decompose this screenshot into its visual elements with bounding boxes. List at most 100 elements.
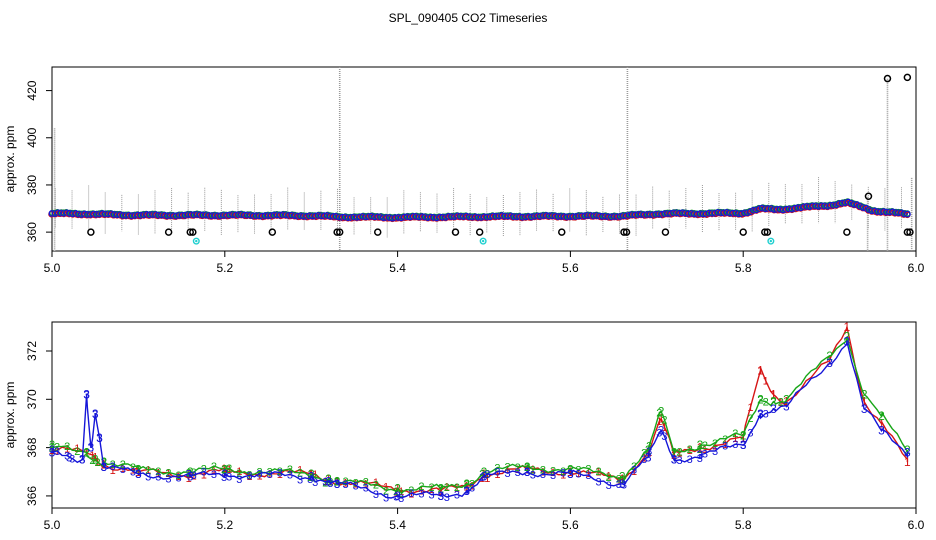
top-plot-frame: [51, 66, 917, 252]
bottom-x-tick-label: 6.0: [908, 518, 925, 532]
bottom-x-tick-label: 5.2: [216, 518, 233, 532]
marker-1: 1: [334, 476, 340, 488]
peak-marker-1: 1: [844, 320, 851, 334]
peak-marker-2: 2: [394, 482, 401, 496]
peak-marker-1: 1: [740, 431, 747, 445]
marker-3: 3: [575, 468, 581, 480]
marker-2: 2: [256, 466, 262, 478]
peak-marker-1: 1: [658, 412, 665, 426]
marker-1: 1: [616, 476, 622, 488]
marker-3: 3: [277, 468, 283, 480]
marker-1: 1: [191, 470, 197, 482]
marker-1: 1: [287, 466, 293, 478]
marker-3: 3: [504, 468, 510, 480]
peak-marker-3: 3: [437, 489, 444, 503]
marker-3: 3: [606, 480, 612, 492]
marker-3: 3: [135, 469, 141, 481]
marker-1: 1: [373, 477, 379, 489]
marker-3: 3: [494, 466, 500, 478]
peak-marker-3: 3: [308, 470, 315, 484]
peak-marker-3: 3: [88, 441, 95, 455]
marker-2: 2: [287, 464, 293, 476]
marker-2: 2: [747, 413, 753, 425]
marker-3: 3: [484, 469, 490, 481]
peak-marker-2: 2: [135, 462, 142, 476]
marker-3: 3: [130, 466, 136, 478]
peak-marker-2: 2: [619, 470, 626, 484]
marker-1: 1: [155, 467, 161, 479]
marker-2: 2: [677, 446, 683, 458]
marker-3: 3: [145, 471, 151, 483]
low-outlier-point: [739, 228, 747, 236]
marker-1: 1: [671, 450, 677, 462]
marker-3: 3: [186, 468, 192, 480]
marker-2: 2: [297, 468, 303, 480]
peak-marker-1: 1: [463, 479, 470, 493]
bottom-x-tick-label: 5.4: [389, 518, 406, 532]
low-outlier-point: [335, 228, 344, 236]
marker-3: 3: [763, 408, 769, 420]
marker-1: 1: [560, 470, 566, 482]
peak-marker-1: 1: [757, 363, 764, 377]
data-point-blue: [903, 210, 911, 218]
marker-1: 1: [567, 467, 573, 479]
marker-2: 2: [697, 444, 703, 456]
marker-1: 1: [89, 450, 95, 462]
peak-marker-2: 2: [325, 472, 332, 486]
marker-1: 1: [256, 470, 262, 482]
top-x-tick-label: 5.0: [44, 261, 61, 275]
marker-1: 1: [464, 481, 470, 493]
low-outlier-point: [558, 228, 566, 236]
marker-1: 1: [504, 464, 510, 476]
marker-3: 3: [687, 454, 693, 466]
low-outlier-point: [373, 228, 382, 236]
low-outlier-point: [186, 228, 194, 236]
peak-marker-3: 3: [619, 477, 626, 491]
series-line-3: [51, 341, 909, 499]
marker-1: 1: [353, 478, 359, 490]
marker-3: 3: [246, 470, 252, 482]
bottom-plot-frame: [51, 321, 917, 509]
marker-3: 3: [479, 472, 485, 484]
marker-2: 2: [530, 464, 536, 476]
marker-3: 3: [631, 465, 637, 477]
low-outlier-point: [843, 228, 851, 236]
marker-3: 3: [656, 427, 662, 439]
marker-3: 3: [201, 467, 207, 479]
peak-marker-2: 2: [740, 429, 747, 443]
marker-3: 3: [560, 467, 566, 479]
top-outliers: [87, 73, 914, 245]
marker-2: 2: [712, 438, 718, 450]
marker-2: 2: [515, 462, 521, 474]
high-outlier-point: [864, 192, 873, 201]
marker-3: 3: [88, 443, 94, 455]
marker-1: 1: [363, 478, 369, 490]
marker-2: 2: [398, 488, 404, 500]
marker-2: 2: [64, 441, 70, 453]
marker-2: 2: [585, 463, 591, 475]
peak-marker-1: 1: [567, 465, 574, 479]
marker-3: 3: [120, 464, 126, 476]
peak-marker-3: 3: [49, 445, 56, 459]
low-outlier-point: [763, 228, 772, 236]
marker-2: 2: [191, 467, 197, 479]
marker-1: 1: [732, 433, 738, 445]
peak-marker-2: 2: [826, 349, 833, 363]
peak-marker-3: 3: [757, 407, 764, 421]
marker-3: 3: [454, 489, 460, 501]
peak-marker-2: 2: [83, 445, 90, 459]
low-outlier-point: [451, 228, 460, 236]
peak-marker-1: 1: [826, 354, 833, 368]
marker-1: 1: [770, 389, 776, 401]
marker-2: 2: [524, 462, 530, 474]
marker-3: 3: [155, 471, 161, 483]
marker-3: 3: [722, 441, 728, 453]
marker-3: 3: [256, 469, 262, 481]
peak-marker-2: 2: [437, 482, 444, 496]
marker-3: 3: [393, 491, 399, 503]
marker-1: 1: [393, 486, 399, 498]
marker-2: 2: [656, 407, 662, 419]
peak-marker-3: 3: [524, 465, 531, 479]
marker-3: 3: [353, 480, 359, 492]
marker-3: 3: [287, 469, 293, 481]
